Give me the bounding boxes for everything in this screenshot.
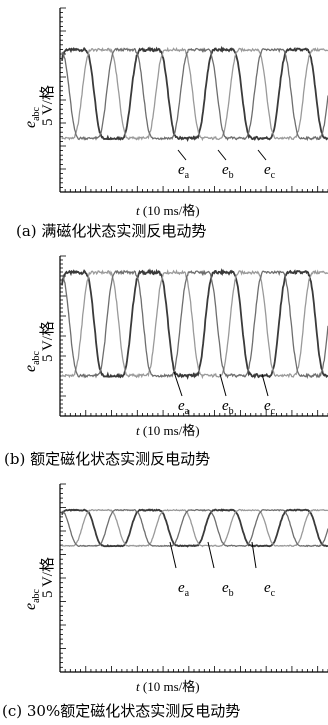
chart-b-series-eb — [61, 268, 328, 380]
chart-a-legend-eb-sub: b — [228, 170, 234, 181]
chart-a-caption: (a) 满磁化状态实测反电动势 — [16, 222, 207, 240]
chart-c-xlabel-unit: (10 ms/格) — [142, 679, 200, 694]
chart-b-legend-eb: eb — [222, 398, 234, 417]
chart-b-legend-ea-sub: a — [184, 406, 190, 417]
chart-b-legend-ec-sub: c — [270, 406, 276, 417]
chart-a-legend-ec-sub: c — [270, 170, 276, 181]
chart-a-legend-ea-sub: a — [184, 170, 190, 181]
chart-a-ylabel-unit-text: 5 V/格 — [40, 85, 56, 126]
chart-c-xlabel-symbol: t — [136, 679, 140, 694]
chart-panel-a: eabc 5 V/格 ea eb ec t (10 ms/格) (a) 满磁化状… — [0, 0, 328, 250]
chart-a-series-ea — [61, 45, 328, 142]
chart-c-ylabel-unit-text: 5 V/格 — [40, 557, 56, 598]
chart-b-legend-pointer — [261, 373, 269, 397]
chart-b-legend-pointer — [173, 371, 183, 397]
chart-a-xlabel: t (10 ms/格) — [136, 200, 200, 219]
chart-c-svg — [59, 483, 328, 673]
chart-a-legend-ea-symbol: e — [178, 162, 185, 178]
chart-b-legend-ec: ec — [264, 398, 275, 417]
chart-b-legend-eb-symbol: e — [222, 398, 229, 414]
chart-c-series-eb — [61, 508, 328, 548]
chart-b-legend-ea: ea — [178, 398, 189, 417]
chart-c-xlabel: t (10 ms/格) — [136, 676, 200, 695]
chart-a-legend-ea: ea — [178, 162, 189, 181]
chart-b-xlabel-symbol: t — [136, 423, 140, 438]
chart-c-legend-ec-sub: c — [270, 588, 276, 599]
chart-b-svg — [59, 255, 328, 417]
chart-a-svg — [59, 7, 328, 193]
chart-a-legend-eb: eb — [222, 162, 234, 181]
chart-c-legend-ea: ea — [178, 580, 189, 599]
chart-a-xlabel-symbol: t — [136, 203, 140, 218]
chart-c-ylabel-symbol: e — [22, 602, 39, 610]
chart-panel-b: eabc 5 V/格 ea eb ec t (10 ms/格) (b) 额定磁化… — [0, 252, 328, 492]
chart-c-legend-ea-sub: a — [184, 588, 190, 599]
chart-c-ylabel-unit: 5 V/格 — [36, 557, 57, 598]
chart-b-xlabel-unit: (10 ms/格) — [142, 423, 200, 438]
chart-c-legend-pointer — [169, 541, 177, 569]
chart-a-legend-ec: ec — [264, 162, 275, 181]
chart-c-legend-eb-sub: b — [228, 588, 234, 599]
chart-b-legend-eb-sub: b — [228, 406, 234, 417]
chart-c-series-ec — [61, 508, 328, 548]
chart-b-legend-pointer — [219, 373, 227, 397]
chart-a-legend-pointer — [177, 149, 187, 161]
chart-c-legend-ec: ec — [264, 580, 275, 599]
chart-c-caption: (c) 30%额定磁化状态实测反电动势 — [2, 702, 241, 720]
chart-c-legend-eb-symbol: e — [222, 580, 229, 596]
chart-c-legend-pointer — [251, 541, 257, 569]
chart-c-series-ea — [61, 508, 328, 548]
chart-b-ylabel-unit: 5 V/格 — [36, 321, 57, 362]
chart-a-legend-pointer — [217, 149, 227, 161]
chart-a-legend-pointer — [257, 149, 267, 161]
chart-a-xlabel-unit: (10 ms/格) — [142, 203, 200, 218]
chart-b-series-ea — [61, 267, 328, 380]
chart-c-legend-ea-symbol: e — [178, 580, 185, 596]
chart-panel-c: eabc 5 V/格 ea eb ec t (10 ms/格) (c) 30%额… — [0, 480, 328, 725]
chart-b-legend-ea-symbol: e — [178, 398, 185, 414]
chart-a-ylabel-unit: 5 V/格 — [36, 85, 57, 126]
chart-a-series-ec — [61, 47, 328, 142]
chart-c-legend-eb: eb — [222, 580, 234, 599]
chart-c-legend-pointer — [207, 541, 215, 569]
chart-b-ylabel-unit-text: 5 V/格 — [40, 321, 56, 362]
chart-c-legend-ec-symbol: e — [264, 580, 271, 596]
chart-b-caption: (b) 额定磁化状态实测反电动势 — [4, 450, 211, 468]
chart-b-xlabel: t (10 ms/格) — [136, 420, 200, 439]
chart-b-legend-ec-symbol: e — [264, 398, 271, 414]
chart-a-legend-eb-symbol: e — [222, 162, 229, 178]
chart-a-legend-ec-symbol: e — [264, 162, 271, 178]
chart-b-ylabel-symbol: e — [22, 364, 39, 372]
chart-a-series-eb — [61, 46, 328, 142]
chart-b-series-ec — [61, 269, 328, 380]
